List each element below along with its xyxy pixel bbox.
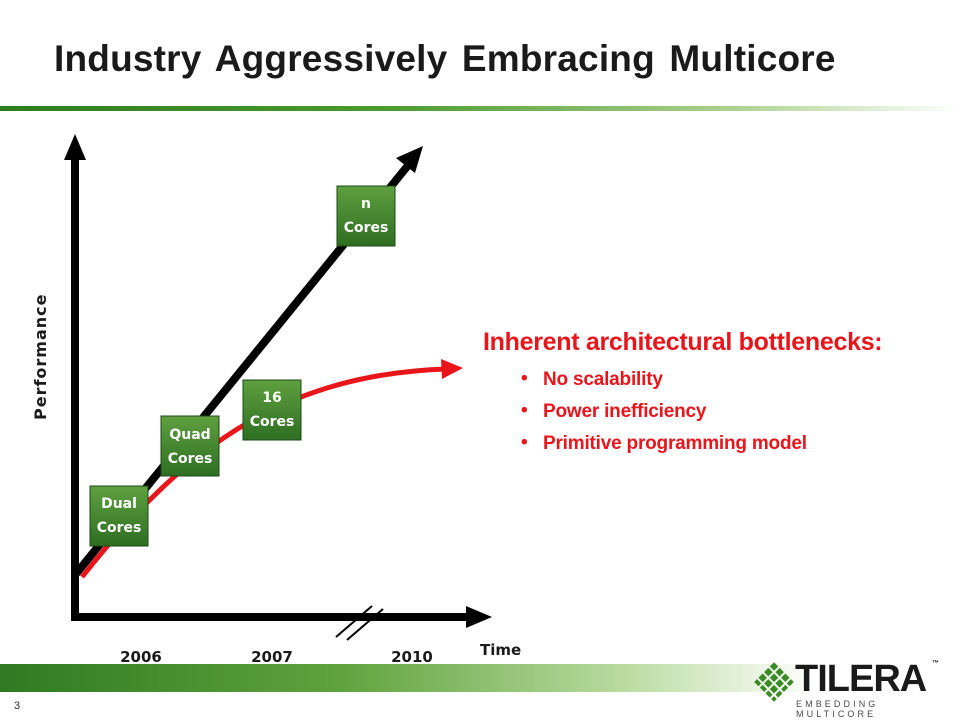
axis-break-mark xyxy=(335,605,373,638)
footer-gradient-band xyxy=(0,664,960,692)
bottleneck-text: Power inefficiency xyxy=(543,401,707,422)
chip-box xyxy=(160,415,220,477)
ideal-line-arrowhead xyxy=(396,146,423,173)
chip-quad-cores: Quad Cores xyxy=(160,415,220,477)
tilera-logo: TILERA ™ EMBEDDING MULTICORE xyxy=(750,656,950,719)
chip-label: Cores xyxy=(97,520,142,536)
chip-label: Cores xyxy=(344,220,389,236)
chip-box xyxy=(89,485,149,547)
bottleneck-item: • No scalability xyxy=(521,368,882,391)
axis-break-mark xyxy=(346,608,384,641)
chip-dual-cores: Dual Cores xyxy=(89,485,149,547)
year-label: 2007 xyxy=(251,648,293,666)
chip-label: Cores xyxy=(250,414,295,430)
bottleneck-list: • No scalability • Power inefficiency • … xyxy=(483,368,882,455)
chip-box xyxy=(242,379,302,441)
actual-curve-arrowhead xyxy=(441,359,463,379)
bottleneck-text: Primitive programming model xyxy=(543,433,807,454)
logo-trademark: ™ xyxy=(932,660,939,667)
chip-label: Dual xyxy=(101,496,137,512)
tilera-diamond-icon xyxy=(754,662,794,702)
bottleneck-item: • Power inefficiency xyxy=(521,400,882,423)
slide-title: Industry Aggressively Embracing Multicor… xyxy=(54,38,836,79)
chip-box xyxy=(336,185,396,247)
bottlenecks-heading: Inherent architectural bottlenecks: xyxy=(483,328,883,356)
logo-wordmark: TILERA xyxy=(795,658,927,700)
year-label: 2006 xyxy=(120,648,162,666)
chip-16-cores: 16 Cores xyxy=(242,379,302,441)
y-axis-arrowhead xyxy=(64,134,86,160)
year-label: 2010 xyxy=(391,648,433,666)
page-number: 3 xyxy=(14,700,21,712)
bottleneck-item: • Primitive programming model xyxy=(521,432,882,455)
logo-tagline: EMBEDDING MULTICORE xyxy=(796,699,879,719)
bullet-glyph: • xyxy=(521,432,528,453)
chip-label: 16 xyxy=(262,390,281,406)
chip-label: n xyxy=(361,196,371,212)
bullet-glyph: • xyxy=(521,400,528,421)
chip-label: Quad xyxy=(169,427,210,443)
bottleneck-text: No scalability xyxy=(543,369,663,390)
x-axis-label: Time xyxy=(480,641,521,659)
bullet-glyph: • xyxy=(521,368,528,389)
title-underline xyxy=(0,106,960,111)
chip-n-cores: n Cores xyxy=(336,185,396,247)
x-axis-arrowhead xyxy=(466,606,492,628)
chip-label: Cores xyxy=(168,451,213,467)
y-axis-label: Performance xyxy=(31,293,50,420)
bottlenecks-callout: Inherent architectural bottlenecks: • No… xyxy=(483,328,883,465)
